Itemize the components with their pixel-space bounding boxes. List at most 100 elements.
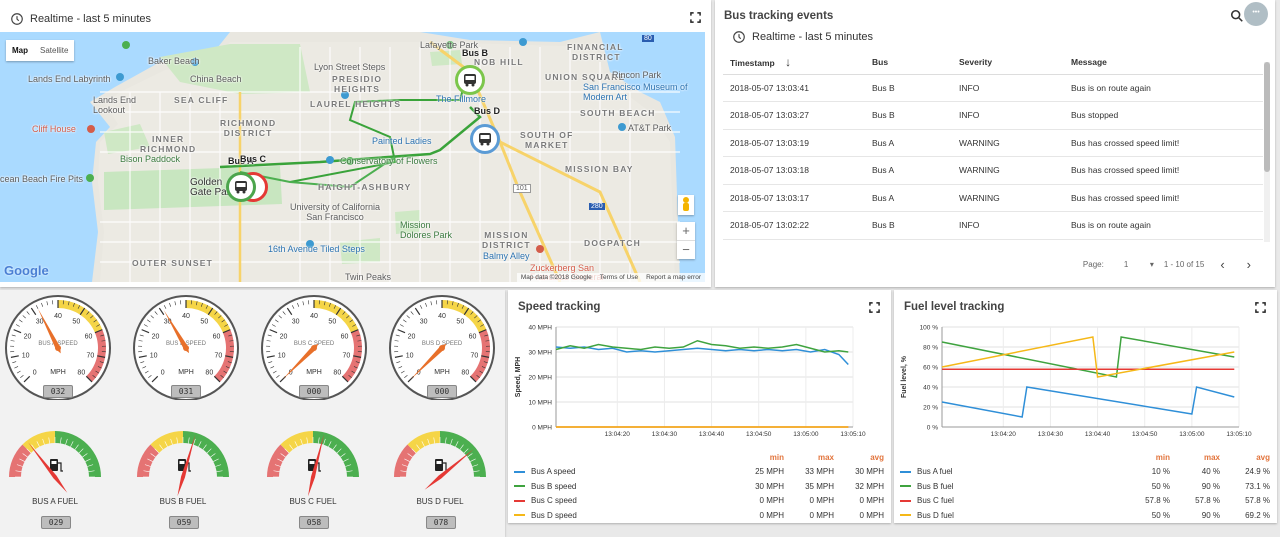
y-tick-label: 20 % [923,405,938,412]
legend-row[interactable]: Bus A fuel 10 % 40 % 24.9 % [900,465,1270,480]
cell-bus: Bus A [865,156,952,185]
y-tick-label: 100 % [920,325,939,332]
gauge-tick-label: 70 [86,352,94,359]
speed-gauge-readout: 000 [427,385,457,398]
legend-row[interactable]: Bus D speed 0 MPH 0 MPH 0 MPH [514,508,884,523]
gauge-tick-label: 80 [333,369,341,376]
map-label: Rincon Park [612,70,662,80]
legend-row[interactable]: Bus D fuel 50 % 90 % 69.2 % [900,508,1270,523]
column-header-message[interactable]: Message [1064,50,1263,75]
events-timewindow[interactable]: Realtime - last 5 minutes [732,30,873,44]
legend-avg: 69.2 % [1245,510,1270,520]
scrollbar-thumb[interactable] [1264,62,1270,172]
map-label: FINANCIAL [567,42,624,52]
map-attribution: Map data ©2018 Google Terms of Use Repor… [516,273,705,282]
map-label: The Fillmore [436,94,487,104]
gauge-tick-label: 10 [278,352,286,359]
series-line-bus-d-fuel[interactable] [941,336,1235,378]
fullscreen-icon[interactable] [690,12,701,23]
table-row[interactable]: 2018-05-07 13:03:19 Bus A WARNING Bus has c… [723,129,1263,157]
map-type-map[interactable]: Map [12,46,28,55]
map-timewindow[interactable]: Realtime - last 5 minutes [10,12,151,26]
speed-chart-plot[interactable]: 0 MPH 10 MPH 20 MPH 30 MPH 40 MPH 13:04:20 13:… [508,312,891,442]
fuel-gauge-readout: 058 [299,516,329,529]
legend-series-name: Bus A speed [531,467,576,477]
fullscreen-icon[interactable] [869,302,880,313]
cell-severity: INFO [952,211,1064,240]
search-icon[interactable] [1230,9,1244,23]
more-menu-button[interactable]: ••• [1244,2,1268,26]
table-row[interactable]: 2018-05-07 13:03:18 Bus A WARNING Bus has c… [723,156,1263,185]
legend-row[interactable]: Bus A speed 25 MPH 33 MPH 30 MPH [514,465,884,480]
highway-shield-101: 101 [513,184,531,193]
bus-icon [235,181,247,194]
zoom-in-button[interactable]: + [677,222,695,241]
map-label: China Beach [190,74,242,84]
speed-gauge-readout: 032 [43,385,73,398]
events-widget: Bus tracking events Realtime - last 5 mi… [715,0,1275,287]
y-tick-label: 0 MPH [532,425,552,432]
table-row[interactable]: 2018-05-07 13:02:22 Bus B INFO Bus is on ro… [723,211,1263,240]
bus-a-marker[interactable] [226,172,256,202]
clock-icon [733,31,745,43]
map-canvas[interactable]: Map Satellite Lafayette Park Baker Beach… [0,32,705,282]
page-select[interactable]: 1 ▾ [1124,260,1154,269]
legend-row[interactable]: Bus C fuel 57.8 % 57.8 % 57.8 % [900,494,1270,509]
table-row[interactable]: 2018-05-07 13:03:17 Bus A WARNING Bus has c… [723,184,1263,212]
legend-row[interactable]: Bus B fuel 50 % 90 % 73.1 % [900,479,1270,494]
x-tick-label: 13:04:20 [991,431,1017,438]
prev-page-button[interactable]: ‹ [1220,257,1225,272]
map-label: Lafayette Park [420,40,479,50]
series-line-bus-b-speed[interactable] [555,339,849,353]
table-row[interactable]: 2018-05-07 13:03:27 Bus B INFO Bus stopped [723,101,1263,130]
y-axis-label: Speed, MPH [515,357,522,397]
map-label: Golden Gate Park [190,177,236,198]
table-scrollbar[interactable] [1264,62,1270,242]
legend-swatch [900,499,911,502]
cell-bus: Bus B [865,74,952,102]
speed-gauge-dial: 0 10 20 30 40 50 60 70 80 BUS D SPEED MPH [389,295,495,401]
gauge-tick-label: 40 [310,313,318,320]
legend-max: 33 MPH [805,467,834,477]
legend-header-avg: avg [870,452,884,462]
x-tick-label: 13:04:40 [699,431,725,438]
column-header-severity[interactable]: Severity [952,50,1064,75]
fullscreen-icon[interactable] [1255,302,1266,313]
legend-series: Bus C speed [514,496,734,505]
legend-row[interactable]: Bus C speed 0 MPH 0 MPH 0 MPH [514,494,884,509]
gauge-tick-label: 0 [161,369,165,376]
gauge-tick-label: 50 [200,319,208,326]
caret-down-icon: ▾ [1149,260,1154,269]
pegman-icon[interactable] [678,195,694,215]
gauge-tick-label: 10 [150,352,158,359]
map-type-satellite[interactable]: Satellite [40,46,69,55]
zoom-out-button[interactable]: − [682,242,690,257]
speed-gauge-unit: MPH [434,369,450,376]
fuel-gauge [261,425,365,505]
next-page-button[interactable]: › [1246,257,1251,272]
legend-swatch [514,485,525,488]
legend-max: 57.8 % [1195,496,1220,506]
table-row[interactable]: 2018-05-07 13:03:41 Bus B INFO Bus is on ro… [723,74,1263,102]
map-label: HEIGHTS [334,84,381,94]
terms-link[interactable]: Terms of Use [599,274,639,281]
column-header-timestamp[interactable]: Timestamp ↓ [723,50,865,75]
legend-series: Bus D speed [514,511,734,520]
legend-row[interactable]: Bus B speed 30 MPH 35 MPH 32 MPH [514,479,884,494]
cell-message: Bus is on route again [1064,211,1263,240]
legend-header-min: min [769,452,784,462]
fuel-chart-plot[interactable]: 0 % 20 % 40 % 60 % 80 % 100 % 13:04:20 13:04:30… [894,312,1277,442]
map-label: INNER RICHMOND [140,134,197,154]
bus-b-marker[interactable] [455,65,485,95]
report-error-link[interactable]: Report a map error [646,274,701,281]
series-line-bus-b-fuel[interactable] [941,336,1235,378]
legend-series-name: Bus B fuel [917,481,954,491]
bus-d-marker[interactable] [470,124,500,154]
cell-severity: WARNING [952,129,1064,157]
map-label: Painted Ladies [372,136,432,146]
column-header-bus[interactable]: Bus [865,50,952,75]
series-line-bus-a-fuel[interactable] [941,386,1235,418]
fuel-gauge-readout: 029 [41,516,71,529]
legend-min: 10 % [1151,467,1170,477]
series-line-bus-a-speed[interactable] [555,346,849,366]
